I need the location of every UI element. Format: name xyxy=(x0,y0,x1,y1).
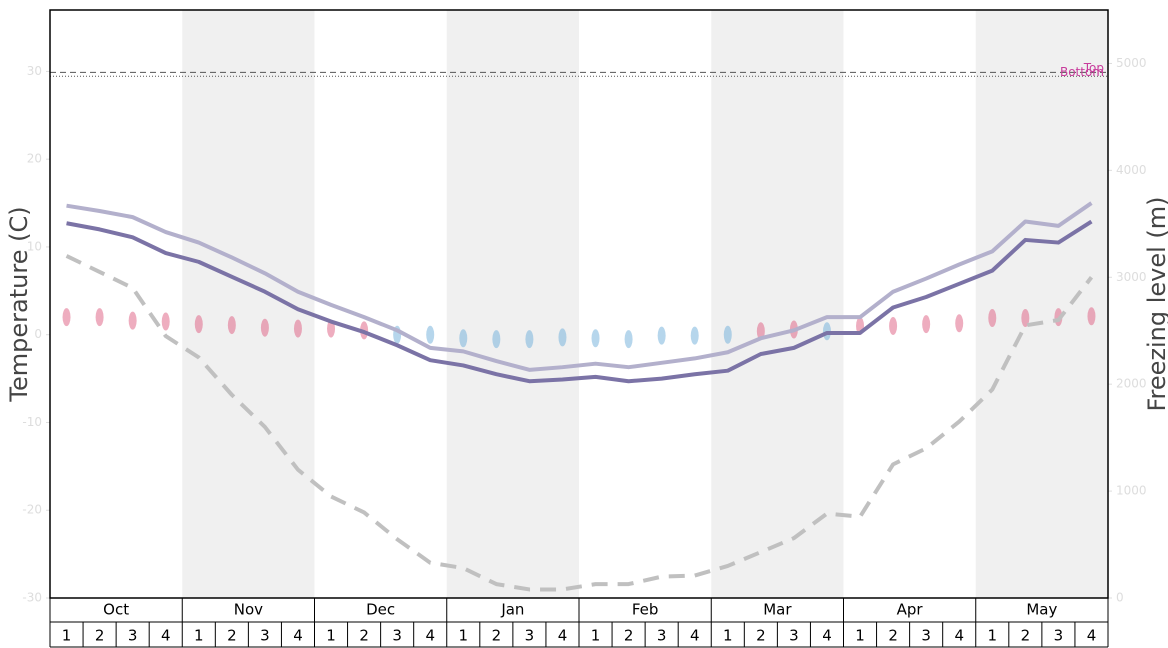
week-label: 4 xyxy=(954,627,964,645)
temp-dot xyxy=(459,329,468,348)
freezing-line xyxy=(65,254,1094,592)
week-label: 1 xyxy=(62,627,72,645)
y2-tick-label: 1000 xyxy=(1116,484,1147,498)
week-label: 1 xyxy=(194,627,204,645)
reference-label: Bottom xyxy=(1060,65,1104,79)
week-label: 3 xyxy=(789,627,799,645)
week-label: 1 xyxy=(855,627,865,645)
y-tick-label: 20 xyxy=(27,152,42,166)
week-label: 3 xyxy=(657,627,667,645)
temp-dot xyxy=(723,325,732,344)
week-label: 2 xyxy=(227,627,237,645)
month-label: Apr xyxy=(897,601,924,619)
temperature-line xyxy=(66,201,1093,372)
reference-label: Top xyxy=(1083,61,1104,75)
week-label: 1 xyxy=(988,627,998,645)
y2-tick-label: 4000 xyxy=(1116,163,1147,177)
week-label: 1 xyxy=(326,627,336,645)
week-label: 4 xyxy=(822,627,832,645)
temp-dot xyxy=(558,328,567,347)
week-label: 2 xyxy=(492,627,502,645)
week-label: 2 xyxy=(1021,627,1031,645)
temp-dot xyxy=(260,318,269,337)
y-tick-label: 0 xyxy=(34,327,42,341)
week-label: 2 xyxy=(624,627,634,645)
temp-dot xyxy=(492,330,501,349)
week-label: 2 xyxy=(95,627,105,645)
week-label: 2 xyxy=(888,627,898,645)
temp-dot xyxy=(128,311,137,330)
week-label: 1 xyxy=(723,627,733,645)
y-tick-label: 30 xyxy=(27,64,42,78)
temp-dot xyxy=(194,315,203,334)
temp-dot xyxy=(426,325,435,344)
temperature-line xyxy=(66,219,1093,384)
temp-dot xyxy=(1087,307,1096,326)
week-label: 3 xyxy=(1054,627,1064,645)
week-label: 4 xyxy=(558,627,568,645)
y2-axis-label: Freezing level (m) xyxy=(1143,196,1168,411)
plot-frame xyxy=(49,9,1109,599)
week-label: 1 xyxy=(591,627,601,645)
temp-dot xyxy=(1021,309,1030,328)
y-tick-label: 10 xyxy=(27,239,42,253)
month-label: Jan xyxy=(500,601,524,619)
week-label: 2 xyxy=(359,627,369,645)
week-label: 3 xyxy=(128,627,138,645)
y2-tick-label: 0 xyxy=(1116,591,1124,605)
temp-dot xyxy=(988,309,997,328)
week-label: 3 xyxy=(525,627,535,645)
month-label: Dec xyxy=(366,601,395,619)
temp-dot xyxy=(95,308,104,327)
y-tick-label: -10 xyxy=(22,415,42,429)
y2-tick-label: 5000 xyxy=(1116,56,1147,70)
y-tick-label: -20 xyxy=(22,503,42,517)
y2-tick-label: 2000 xyxy=(1116,377,1147,391)
temp-dot xyxy=(624,330,633,349)
month-band xyxy=(975,10,1108,598)
week-label: 1 xyxy=(459,627,469,645)
temp-dot xyxy=(657,326,666,345)
temp-dot xyxy=(62,308,71,327)
temp-dot xyxy=(161,312,170,331)
temp-dot xyxy=(922,315,931,334)
week-label: 4 xyxy=(161,627,171,645)
month-label: May xyxy=(1026,601,1057,619)
month-label: Nov xyxy=(234,601,263,619)
month-label: Oct xyxy=(103,601,129,619)
temp-dot xyxy=(690,326,699,345)
week-label: 4 xyxy=(425,627,435,645)
temp-dot xyxy=(591,329,600,348)
week-label: 3 xyxy=(392,627,402,645)
temp-dot xyxy=(889,316,898,335)
week-label: 3 xyxy=(921,627,931,645)
month-label: Feb xyxy=(632,601,659,619)
week-label: 4 xyxy=(293,627,303,645)
month-band xyxy=(711,10,844,598)
week-label: 4 xyxy=(690,627,700,645)
month-band xyxy=(446,10,579,598)
week-label: 4 xyxy=(1087,627,1097,645)
temp-dot xyxy=(955,314,964,333)
y-axis-label: Temperature (C) xyxy=(5,206,33,402)
month-band xyxy=(182,10,315,598)
temp-dot xyxy=(525,330,534,349)
y2-tick-label: 3000 xyxy=(1116,270,1147,284)
temp-dot xyxy=(227,316,236,335)
week-label: 3 xyxy=(260,627,270,645)
week-label: 2 xyxy=(756,627,766,645)
temp-dot xyxy=(293,319,302,338)
y-tick-label: -30 xyxy=(22,591,42,605)
month-label: Mar xyxy=(763,601,792,619)
